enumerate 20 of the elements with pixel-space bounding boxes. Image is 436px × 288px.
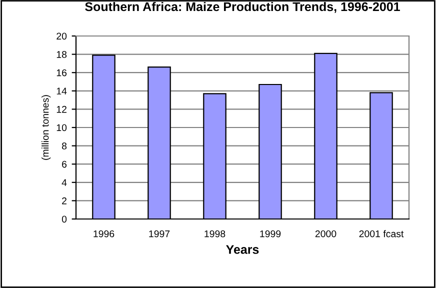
x-axis-title: Years xyxy=(226,245,259,254)
x-tick-label: 1998 xyxy=(204,230,226,238)
y-tick-label: 6 xyxy=(62,160,67,168)
y-tick-label: 10 xyxy=(56,124,67,132)
x-tick-label: 2001 fcast xyxy=(359,230,404,238)
y-tick-label: 0 xyxy=(62,216,67,223)
y-tick-label: 8 xyxy=(62,142,67,150)
y-tick-label: 4 xyxy=(62,179,67,186)
chart-title: Southern Africa: Maize Production Trends, 1996-2001 xyxy=(85,2,400,13)
x-tick-label: 2000 xyxy=(315,230,336,238)
x-tick-label: 1997 xyxy=(149,230,170,238)
x-tick-label: 1999 xyxy=(260,230,281,238)
y-tick-label: 18 xyxy=(56,51,67,58)
y-tick-label: 12 xyxy=(56,106,66,113)
y-tick-label: 2 xyxy=(62,197,66,204)
y-axis-title: (million tonnes) xyxy=(42,95,51,160)
y-tick-label: 16 xyxy=(56,69,67,76)
x-tick-label: 1996 xyxy=(94,230,114,238)
y-tick-label: 20 xyxy=(56,32,67,40)
y-tick-label: 14 xyxy=(56,88,67,94)
